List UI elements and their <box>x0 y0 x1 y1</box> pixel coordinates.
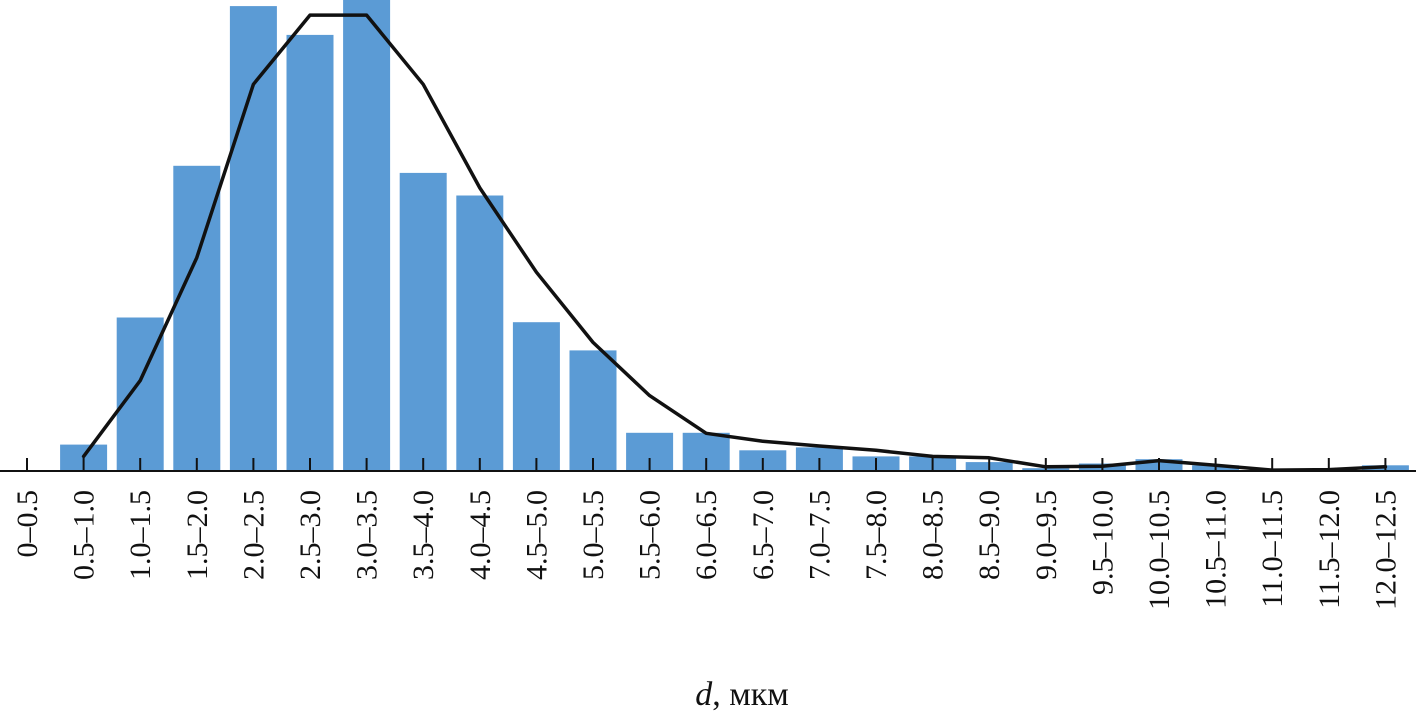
x-tick-label-16: 8.0–8.5 <box>917 490 950 580</box>
bar-2 <box>116 317 164 471</box>
x-tick-label-1: 0.5–1.0 <box>68 490 101 580</box>
x-axis <box>0 458 1416 472</box>
bar-3 <box>173 165 221 472</box>
x-tick-label-14: 7.0–7.5 <box>803 490 836 580</box>
fit-curve-line <box>81 13 1388 472</box>
x-tick-label-7: 3.5–4.0 <box>407 490 440 580</box>
x-tick-label-4: 2.0–2.5 <box>237 490 270 580</box>
x-tick-label-19: 9.5–10.0 <box>1086 490 1119 595</box>
bar-8 <box>456 195 504 471</box>
x-tick-label-13: 6.5–7.0 <box>747 490 780 580</box>
x-tick-label-20: 10.0–10.5 <box>1143 490 1176 610</box>
bar-9 <box>512 322 560 471</box>
x-tick-label-12: 6.0–6.5 <box>690 490 723 580</box>
x-tick-label-5: 2.5–3.0 <box>294 490 327 580</box>
x-tick-label-0: 0–0.5 <box>11 490 44 558</box>
x-tick-label-9: 4.5–5.0 <box>520 490 553 580</box>
x-axis-title-variable: d <box>695 676 713 713</box>
bar-4 <box>229 6 277 471</box>
bar-7 <box>399 172 447 471</box>
x-tick-label-6: 3.0–3.5 <box>351 490 384 580</box>
x-tick-label-17: 8.5–9.0 <box>973 490 1006 580</box>
bar-5 <box>286 34 334 472</box>
bar-6 <box>343 0 391 471</box>
fit-curve-layer <box>81 13 1388 472</box>
x-tick-label-15: 7.5–8.0 <box>860 490 893 580</box>
x-axis-title: d, мкм <box>695 676 789 713</box>
x-tick-label-23: 11.5–12.0 <box>1313 490 1346 609</box>
x-tick-label-3: 1.5–2.0 <box>181 490 214 580</box>
x-tick-label-22: 11.0–11.5 <box>1256 490 1289 608</box>
x-tick-label-11: 5.5–6.0 <box>634 490 667 580</box>
x-axis-title-unit: , мкм <box>712 676 789 713</box>
x-tick-label-21: 10.5–11.0 <box>1200 490 1233 609</box>
x-tick-label-24: 12.0–12.5 <box>1369 490 1402 610</box>
x-tick-label-18: 9.0–9.5 <box>1030 490 1063 580</box>
bar-10 <box>569 350 617 471</box>
x-tick-labels: 0–0.5 0.5–1.0 1.0–1.5 1.5–2.0 2.0–2.5 2.5–3.0… <box>11 490 1402 610</box>
x-tick-label-2: 1.0–1.5 <box>124 490 157 580</box>
x-tick-label-8: 4.0–4.5 <box>464 490 497 580</box>
x-tick-label-10: 5.0–5.5 <box>577 490 610 580</box>
